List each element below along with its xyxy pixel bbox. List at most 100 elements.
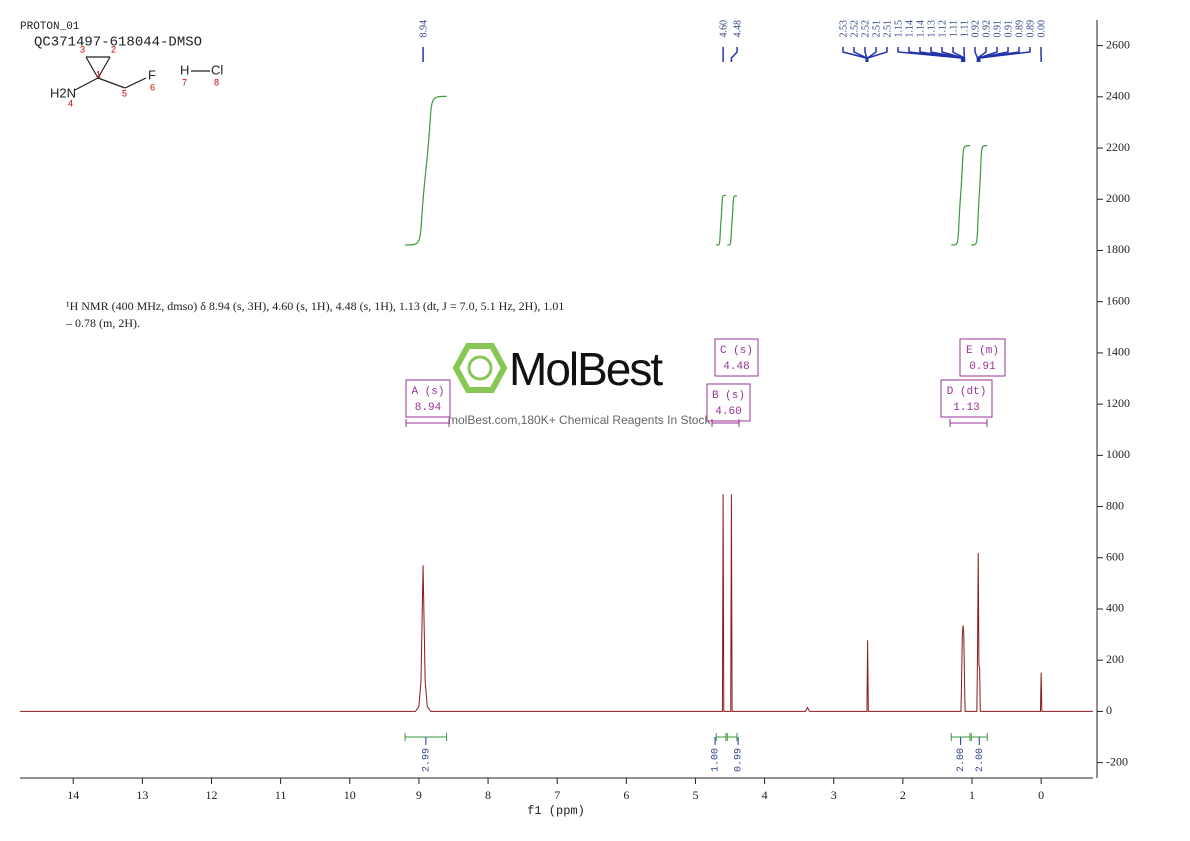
multiplet-box [959, 338, 1006, 377]
atom-number: 7 [182, 77, 187, 87]
watermark-logo [452, 343, 508, 393]
peak-label: 2.51 [871, 20, 882, 38]
peak-label: 1.11 [948, 20, 959, 37]
peak-label: 0.89 [1014, 20, 1025, 38]
x-tick-label: 13 [136, 788, 148, 802]
peak-label: 2.53 [838, 20, 849, 38]
x-tick-label: 9 [416, 788, 422, 802]
x-tick-label: 10 [344, 788, 356, 802]
y-tick-label: 600 [1106, 550, 1124, 564]
atom-number: 5 [122, 88, 127, 98]
peak-label: 0.92 [981, 20, 992, 38]
y-tick-label: -200 [1106, 754, 1128, 768]
y-tick-label: 2600 [1106, 37, 1130, 51]
bond [97, 56, 111, 79]
multiplet-name: A (s) [411, 386, 444, 398]
bond [97, 77, 126, 89]
peak-label: 8.94 [418, 20, 429, 38]
multiplet-name: E (m) [966, 345, 999, 357]
multiplet-box [940, 379, 993, 418]
sample-name: QC371497-618044-DMSO [34, 35, 202, 51]
y-tick-label: 1800 [1106, 242, 1130, 256]
integral-curve [971, 145, 988, 246]
peak-label: 2.51 [882, 20, 893, 38]
x-tick-label: 11 [275, 788, 287, 802]
atom-number: 8 [214, 77, 219, 87]
x-tick-label: 0 [1038, 788, 1044, 802]
atom-number: 4 [68, 98, 73, 108]
x-tick-label: 12 [206, 788, 218, 802]
experiment-name: PROTON_01 [20, 21, 80, 33]
multiplet-shift: 0.91 [969, 361, 996, 373]
bond [124, 77, 147, 89]
x-tick-label: 6 [623, 788, 629, 802]
peak-label: 1.14 [904, 20, 915, 38]
peak-connector [866, 47, 888, 62]
watermark-brand: MolBest [509, 343, 663, 395]
watermark-tagline: molBest.com,180K+ Chemical Reagents In S… [448, 413, 711, 427]
peak-label: 0.91 [1003, 20, 1014, 38]
peak-label: 0.00 [1036, 20, 1047, 38]
multiplet-shift: 8.94 [415, 402, 442, 414]
spectrum-line [20, 494, 1093, 712]
integral-label: 0.99 [734, 748, 745, 772]
multiplet-shift: 1.13 [953, 402, 979, 414]
atom: H2N [50, 85, 76, 100]
logo-ring [467, 355, 493, 381]
x-tick-label: 1 [969, 788, 975, 802]
peak-label: 0.92 [970, 20, 981, 38]
x-tick-label: 7 [554, 788, 560, 802]
y-tick-label: 400 [1106, 601, 1124, 615]
y-tick-label: 1000 [1106, 447, 1130, 461]
atom: H [180, 62, 189, 77]
integral-label: 2.00 [956, 748, 967, 772]
integral-label: 1.00 [711, 748, 722, 772]
atom: Cl [211, 62, 223, 77]
multiplet-box [714, 338, 759, 377]
peak-label: 4.60 [718, 20, 729, 38]
atom-number: 1 [96, 69, 101, 79]
molecule [74, 56, 210, 91]
peak-label: 2.52 [860, 20, 871, 38]
logo-hexagon [452, 343, 508, 393]
integral-label: 2.99 [421, 748, 432, 772]
multiplet-shift: 4.60 [715, 406, 741, 418]
y-tick-label: 800 [1106, 498, 1124, 512]
x-tick-label: 5 [692, 788, 698, 802]
y-tick-label: 200 [1106, 652, 1124, 666]
peak-label: 2.52 [849, 20, 860, 38]
atom-number: 6 [150, 82, 155, 92]
y-tick-label: 1200 [1106, 396, 1130, 410]
peak-label: 0.89 [1025, 20, 1036, 38]
nmr-annotation: ¹H NMR (400 MHz, dmso) δ 8.94 (s, 3H), 4… [66, 299, 564, 313]
integral-curve [727, 195, 737, 246]
integral-curve [951, 145, 970, 246]
atom: F [148, 67, 156, 82]
x-tick-label: 8 [485, 788, 491, 802]
bond [74, 77, 99, 91]
y-tick-label: 1400 [1106, 345, 1130, 359]
peak-label: 1.15 [893, 20, 904, 38]
peak-label: 1.12 [937, 20, 948, 38]
x-tick-label: 2 [900, 788, 906, 802]
multiplet-box [405, 379, 451, 418]
integral-curve [716, 194, 726, 246]
bond [85, 56, 99, 79]
multiplet-name: B (s) [712, 390, 745, 402]
integral-curve [405, 95, 447, 246]
atom-number: 3 [80, 44, 85, 54]
peak-label: 1.11 [959, 20, 970, 37]
x-tick-label: 3 [831, 788, 837, 802]
peak-connector [977, 47, 1009, 62]
x-tick-label: 4 [762, 788, 768, 802]
peak-label: 4.48 [732, 20, 743, 38]
multiplet-name: D (dt) [947, 386, 987, 398]
peak-connector [978, 47, 1031, 62]
peak-connector [730, 47, 738, 62]
multiplet-name: C (s) [720, 345, 753, 357]
y-tick-label: 0 [1106, 703, 1112, 717]
multiplet-shift: 4.48 [723, 361, 749, 373]
peak-label: 1.13 [926, 20, 937, 38]
nmr-annotation: – 0.78 (m, 2H). [65, 316, 140, 330]
